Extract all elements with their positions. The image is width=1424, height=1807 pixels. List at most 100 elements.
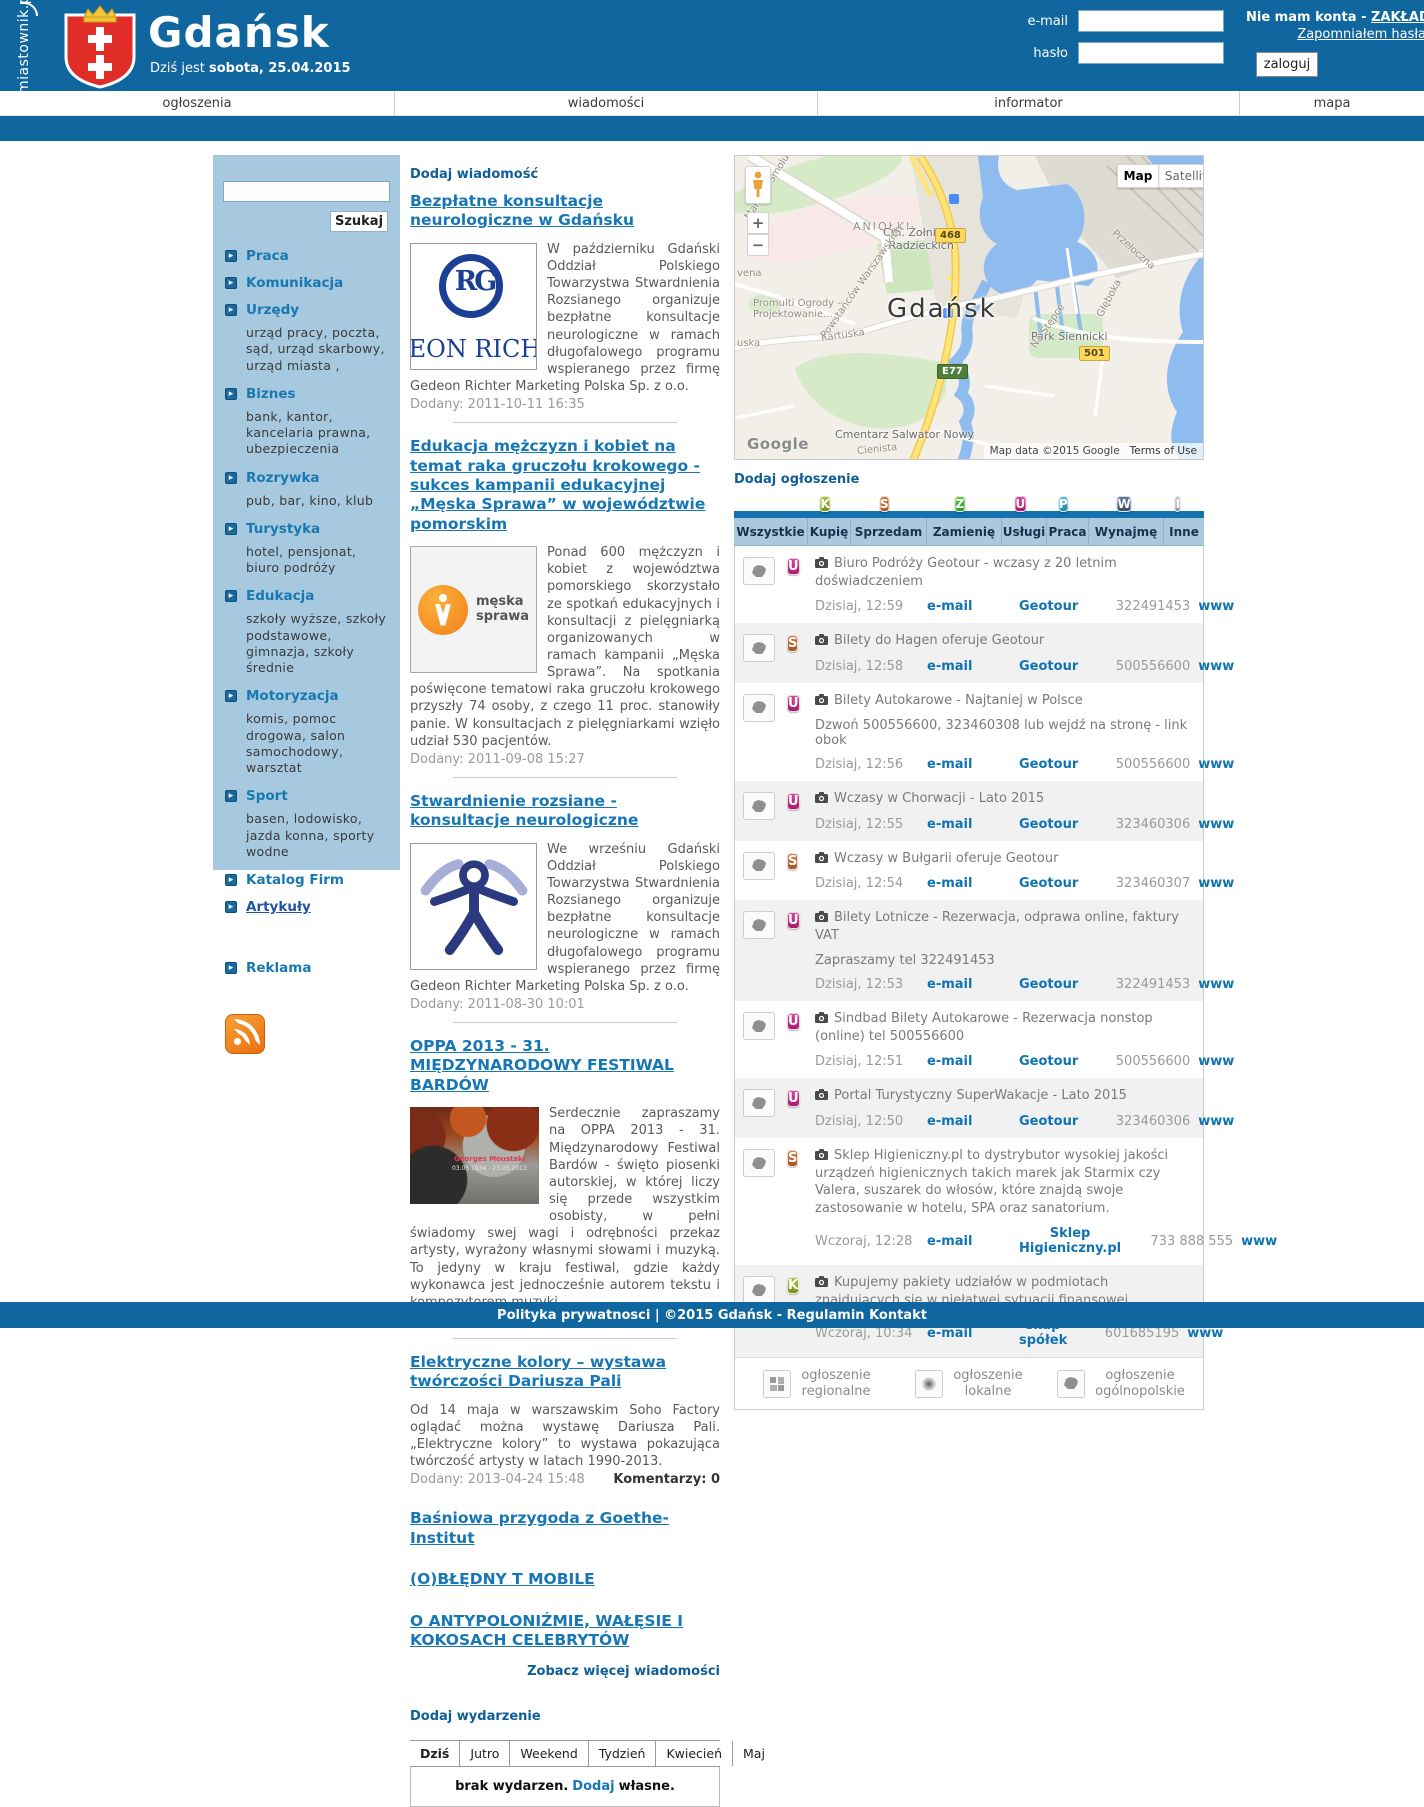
add-event-link[interactable]: Dodaj wydarzenie <box>410 1709 541 1725</box>
password-input[interactable] <box>1078 42 1224 64</box>
tab-jutro[interactable]: Jutro <box>460 1741 511 1767</box>
classified-row[interactable]: U Biuro Podróży Geotour - wczasy z 20 le… <box>735 546 1234 623</box>
map-type-button[interactable]: Map <box>1117 164 1159 188</box>
classified-title[interactable]: Bilety Lotnicze - Rezerwacja, odprawa on… <box>815 910 1179 943</box>
sidebar-item-turystyka[interactable]: ▸ Turystyka <box>225 521 390 537</box>
rss-icon[interactable] <box>225 1014 265 1054</box>
more-news-link[interactable]: Zobacz więcej wiadomości <box>527 1664 720 1680</box>
nav-ogloszenia[interactable]: ogłoszenia <box>0 91 395 115</box>
classified-row[interactable]: S Wczasy w Bułgarii oferuje Geotour Dzis… <box>735 841 1234 901</box>
sidebar-item-biznes[interactable]: ▸ Biznes <box>225 386 390 402</box>
sidebar-item-reklama[interactable]: ▸ Reklama <box>225 960 390 976</box>
nav-informator[interactable]: informator <box>818 91 1240 115</box>
www-link[interactable]: www <box>1198 977 1235 993</box>
register-link[interactable]: ZAKŁADAM! <box>1371 10 1424 25</box>
sidebar-item-motoryzacja[interactable]: ▸ Motoryzacja <box>225 688 390 704</box>
tab-wszystkie[interactable]: Wszystkie <box>734 518 808 545</box>
email-link[interactable]: e-mail <box>927 1054 973 1070</box>
sidebar-search-input[interactable] <box>223 181 390 202</box>
sidebar-item-katalog-firm[interactable]: ▸ Katalog Firm <box>225 872 390 888</box>
sidebar-item-edukacja[interactable]: ▸ Edukacja <box>225 588 390 604</box>
sidebar-item-komunikacja[interactable]: ▸ Komunikacja <box>225 275 390 291</box>
tab-maj[interactable]: Maj <box>743 1746 765 1762</box>
login-button[interactable]: zaloguj <box>1256 52 1318 77</box>
advertiser-link[interactable]: Geotour <box>1019 876 1079 892</box>
classified-row[interactable]: U Bilety Autokarowe - Najtaniej w Polsce… <box>735 683 1234 782</box>
www-link[interactable]: www <box>1198 816 1235 832</box>
pegman-icon[interactable] <box>745 166 771 204</box>
www-link[interactable]: www <box>1198 599 1235 615</box>
classified-row[interactable]: S Bilety do Hagen oferuje Geotour Dzisia… <box>735 623 1234 683</box>
advertiser-link[interactable]: Geotour <box>1019 1054 1079 1070</box>
classified-title[interactable]: Portal Turystyczny SuperWakacje - Lato 2… <box>815 1087 1193 1105</box>
classified-row[interactable]: S Sklep Higieniczny.pl to dystrybutor wy… <box>735 1138 1277 1265</box>
footer-text[interactable]: Polityka prywatnosci | ©2015 Gdańsk - Re… <box>497 1307 927 1323</box>
classified-title[interactable]: Bilety Autokarowe - Najtaniej w Polsce <box>815 692 1193 710</box>
classified-row[interactable]: U Sindbad Bilety Autokarowe - Rezerwacja… <box>735 1001 1234 1078</box>
tab-kupie[interactable]: K Kupię <box>808 496 851 545</box>
nav-mapa[interactable]: mapa <box>1313 95 1351 111</box>
www-link[interactable]: www <box>1187 1325 1224 1341</box>
forgot-password-link[interactable]: Zapomniałem hasła <box>1297 27 1424 42</box>
classified-title[interactable]: Biuro Podróży Geotour - wczasy z 20 letn… <box>815 556 1117 589</box>
miastownik-logo[interactable]: miastownik.pl <box>0 0 40 94</box>
sidebar-item-rozrywka[interactable]: ▸ Rozrywka <box>225 470 390 486</box>
zoom-in-button[interactable]: + <box>747 212 769 234</box>
email-link[interactable]: e-mail <box>927 1114 973 1130</box>
advertiser-link[interactable]: Geotour <box>1019 757 1079 773</box>
satellite-type-button[interactable]: Satellite <box>1159 164 1203 188</box>
advertiser-link[interactable]: Geotour <box>1019 599 1079 615</box>
www-link[interactable]: www <box>1241 1233 1278 1249</box>
tab-uslugi[interactable]: U Usługi <box>1002 496 1047 545</box>
tab-tydzien[interactable]: Tydzień <box>589 1741 657 1767</box>
classified-row[interactable]: U Portal Turystyczny SuperWakacje - Lato… <box>735 1078 1234 1139</box>
email-input[interactable] <box>1078 10 1224 32</box>
advertiser-link[interactable]: Geotour <box>1019 816 1079 832</box>
add-own-event-link[interactable]: Dodaj <box>572 1779 615 1795</box>
google-logo[interactable]: Google <box>747 435 809 453</box>
email-link[interactable]: e-mail <box>927 1233 973 1249</box>
email-link[interactable]: e-mail <box>927 599 973 615</box>
tab-sprzedam[interactable]: S Sprzedam <box>851 496 927 545</box>
tab-kwiecien[interactable]: Kwiecień <box>656 1741 733 1767</box>
classified-title[interactable]: Sindbad Bilety Autokarowe - Rezerwacja n… <box>815 1011 1153 1044</box>
headline-link[interactable]: Baśniowa przygoda z Goethe-Institut <box>410 1509 669 1547</box>
email-link[interactable]: e-mail <box>927 1325 973 1341</box>
nav-wiadomosci[interactable]: wiadomości <box>395 91 818 115</box>
classified-title[interactable]: Wczasy w Chorwacji - Lato 2015 <box>815 790 1193 808</box>
sidebar-item-artykuly[interactable]: ▸ Artykuły <box>225 899 390 915</box>
article-title[interactable]: Elektryczne kolory – wystawa twórczości … <box>410 1353 667 1391</box>
email-link[interactable]: e-mail <box>927 757 973 773</box>
add-news-link[interactable]: Dodaj wiadomość <box>410 167 539 182</box>
tab-praca[interactable]: P Praca <box>1047 496 1089 545</box>
article-title[interactable]: Edukacja mężczyzn i kobiet na temat raka… <box>410 437 706 533</box>
advertiser-link[interactable]: Geotour <box>1019 1114 1079 1130</box>
www-link[interactable]: www <box>1198 876 1235 892</box>
classified-title[interactable]: Sklep Higieniczny.pl to dystrybutor wyso… <box>815 1148 1169 1216</box>
search-button[interactable]: Szukaj <box>330 211 388 232</box>
tab-weekend[interactable]: Weekend <box>510 1741 589 1767</box>
headline-link[interactable]: (O)BŁĘDNY T MOBILE <box>410 1570 595 1589</box>
www-link[interactable]: www <box>1198 1054 1235 1070</box>
email-link[interactable]: e-mail <box>927 658 973 674</box>
headline-link[interactable]: O ANTYPOLONIŹMIE, WAŁĘSIE I KOKOSACH CEL… <box>410 1611 684 1649</box>
www-link[interactable]: www <box>1198 1114 1235 1130</box>
classified-row[interactable]: U Bilety Lotnicze - Rezerwacja, odprawa … <box>735 900 1234 1002</box>
sidebar-item-sport[interactable]: ▸ Sport <box>225 788 390 804</box>
advertiser-link[interactable]: Sklep Higieniczny.pl <box>1019 1226 1122 1257</box>
article-title[interactable]: OPPA 2013 - 31. MIĘDZYNARODOWY FESTIWAL … <box>410 1037 674 1094</box>
email-link[interactable]: e-mail <box>927 816 973 832</box>
classified-title[interactable]: Bilety do Hagen oferuje Geotour <box>815 632 1193 650</box>
terms-of-use-link[interactable]: Terms of Use <box>1129 445 1197 457</box>
article-title[interactable]: Bezpłatne konsultacje neurologiczne w Gd… <box>410 192 634 230</box>
tab-wynajme[interactable]: W Wynajmę <box>1089 496 1164 545</box>
email-link[interactable]: e-mail <box>927 977 973 993</box>
tab-zamienie[interactable]: Z Zamienię <box>927 496 1002 545</box>
sidebar-item-praca[interactable]: ▸ Praca <box>225 248 390 264</box>
advertiser-link[interactable]: Geotour <box>1019 977 1079 993</box>
www-link[interactable]: www <box>1198 658 1235 674</box>
advertiser-link[interactable]: Geotour <box>1019 658 1079 674</box>
email-link[interactable]: e-mail <box>927 876 973 892</box>
google-map[interactable]: ANIOŁKI Cm. Żołnierzy Radzieckich Gdańsk… <box>734 155 1204 460</box>
tab-inne[interactable]: I Inne <box>1169 496 1199 539</box>
